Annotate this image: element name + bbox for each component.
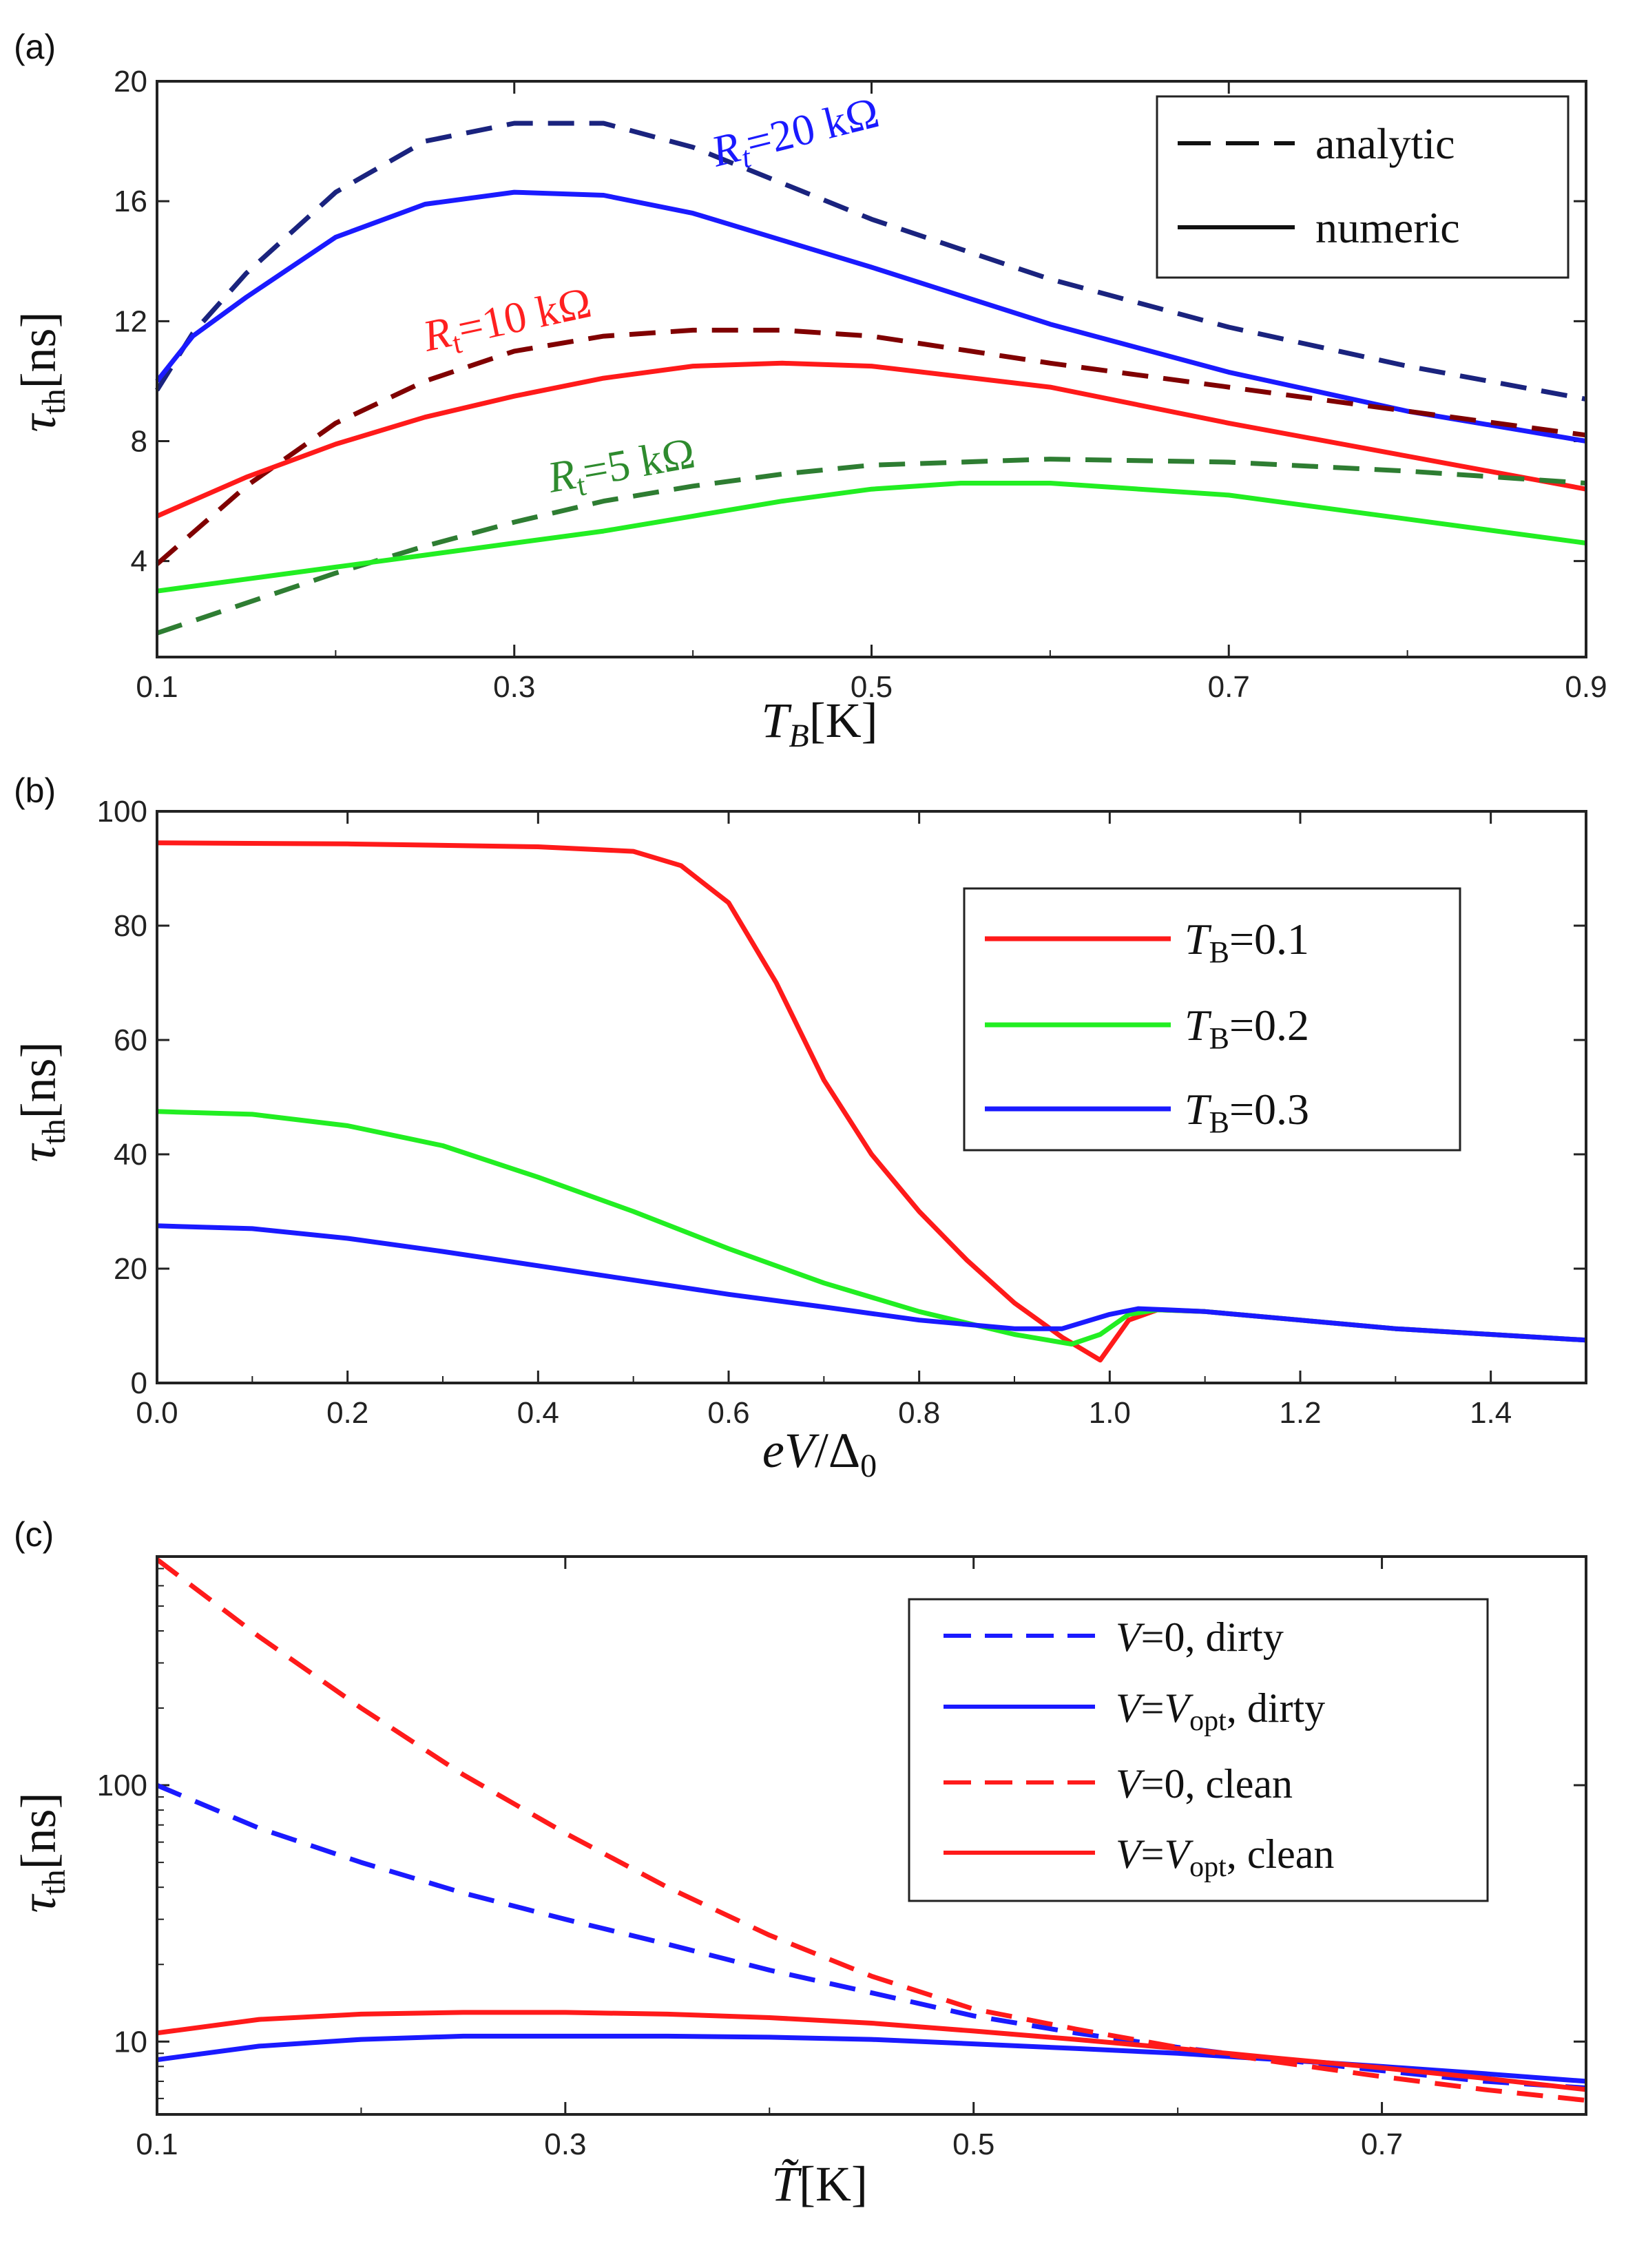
x-tick-label: 0.3 — [544, 2127, 586, 2161]
panel-a: (a) 0.1 0.3 0.5 0.7 0.9 4 8 12 16 20 TB[K] τth[n… — [11, 28, 1607, 754]
series-line-r-t-20-k-numeric — [155, 189, 1587, 444]
legend-label-tb02: TB=0.2 — [1185, 1001, 1309, 1055]
y-tick-label: 0 — [131, 1366, 147, 1400]
legend-label-tb03: TB=0.3 — [1185, 1085, 1309, 1139]
panel-b-x-tick-labels: 0.0 0.2 0.4 0.6 0.8 1.0 1.2 1.4 — [136, 1396, 1512, 1430]
panel-a-plot-frame — [156, 80, 1587, 658]
y-tick-label: 60 — [114, 1023, 147, 1057]
legend-label-numeric: numeric — [1315, 203, 1460, 252]
legend-label-vopt-dirty: V=Vopt, dirty — [1116, 1685, 1325, 1737]
panel-label-b: (b) — [14, 771, 56, 810]
series-line-v-v-opt-clean — [156, 2010, 1587, 2092]
panel-label-c: (c) — [14, 1515, 54, 1554]
series-line-r-t-5-k-numeric — [156, 481, 1587, 594]
y-tick-label: 8 — [131, 425, 147, 459]
y-tick-label: 12 — [114, 304, 147, 338]
panel-b: (b) 0.0 0.2 0.4 0.6 0.8 1.0 1.2 1.4 0 20 40 60 80 10… — [11, 771, 1587, 1484]
panel-label-a: (a) — [14, 28, 56, 66]
x-tick-label: 0.7 — [1361, 2127, 1403, 2161]
x-tick-label: 1.0 — [1089, 1396, 1131, 1430]
panel-b-legend: TB=0.1 TB=0.2 TB=0.3 — [963, 887, 1461, 1152]
annotation-rt5: Rt=5 kΩ — [543, 428, 699, 508]
series-line-v-0-dirty — [156, 1782, 1587, 2090]
legend-label-vopt-clean: V=Vopt, clean — [1116, 1831, 1334, 1883]
x-tick-label: 0.9 — [1565, 670, 1607, 704]
legend-label-v0-clean: V=0, clean — [1116, 1761, 1293, 1807]
y-tick-label: 4 — [131, 545, 147, 579]
panel-b-y-tick-labels: 0 20 40 60 80 100 — [97, 795, 147, 1400]
x-tick-label: 0.1 — [136, 670, 178, 704]
series-line-r-t-5-k-analytic — [156, 457, 1587, 636]
series-line-r-t-20-k-analytic — [155, 121, 1587, 402]
y-tick-label: 80 — [114, 909, 147, 943]
x-tick-label: 0.8 — [898, 1396, 940, 1430]
series-line-v-0-clean — [155, 1557, 1587, 2103]
y-tick-label: 10 — [114, 2025, 147, 2059]
series-line-r-t-10-k-numeric — [156, 360, 1587, 519]
x-tick-label: 0.7 — [1208, 670, 1250, 704]
panel-b-x-axis-label: eV/Δ0 — [762, 1423, 877, 1484]
x-tick-label: 0.4 — [517, 1396, 559, 1430]
panel-a-legend: analytic numeric — [1156, 95, 1570, 279]
panel-a-y-tick-labels: 4 8 12 16 20 — [114, 65, 147, 579]
series-line-r-t-10-k-analytic — [155, 327, 1587, 566]
annotation-rt20: Rt=20 kΩ — [706, 87, 885, 182]
panel-a-series — [155, 121, 1587, 636]
panel-a-legend-box — [1156, 95, 1570, 279]
x-tick-label: 0.5 — [952, 2127, 994, 2161]
panel-c-x-tick-labels: 0.1 0.3 0.5 0.7 — [136, 2127, 1403, 2161]
x-tick-label: 0.0 — [136, 1396, 178, 1430]
panel-c-x-axis-label: T̃[K] — [771, 2156, 868, 2212]
x-tick-label: 0.2 — [326, 1396, 368, 1430]
y-tick-label: 20 — [114, 1252, 147, 1286]
x-tick-label: 0.1 — [136, 2127, 178, 2161]
x-tick-label: 0.6 — [707, 1396, 749, 1430]
y-tick-label: 16 — [114, 185, 147, 218]
panel-b-y-axis-label: τth[ns] — [11, 1041, 72, 1162]
legend-label-tb01: TB=0.1 — [1185, 915, 1309, 969]
panel-c-y-axis-label: τth[ns] — [11, 1792, 72, 1913]
panel-c-plot-frame — [156, 1555, 1587, 2116]
x-tick-label: 0.3 — [493, 670, 535, 704]
panel-c-series — [155, 1557, 1587, 2103]
panel-a-x-axis-label: TB[K] — [761, 693, 877, 754]
panel-b-plot-frame — [156, 810, 1587, 1384]
x-tick-label: 0.5 — [851, 670, 893, 704]
y-tick-label: 100 — [97, 795, 147, 829]
y-tick-label: 20 — [114, 65, 147, 98]
panel-b-series — [156, 840, 1587, 1363]
panel-a-x-tick-labels: 0.1 0.3 0.5 0.7 0.9 — [136, 670, 1607, 704]
panel-c-y-tick-labels: 10 100 — [97, 1769, 147, 2059]
panel-a-y-axis-label: τth[ns] — [11, 311, 72, 432]
legend-label-analytic: analytic — [1315, 119, 1455, 168]
y-tick-label: 100 — [97, 1769, 147, 1802]
x-tick-label: 1.4 — [1470, 1396, 1512, 1430]
x-tick-label: 1.2 — [1279, 1396, 1321, 1430]
legend-label-v0-dirty: V=0, dirty — [1116, 1614, 1284, 1660]
y-tick-label: 40 — [114, 1138, 147, 1172]
panel-c-legend: V=0, dirty V=Vopt, dirty V=0, clean V=Vo… — [908, 1598, 1489, 1902]
series-line-t-b-0-3 — [156, 1223, 1587, 1343]
panel-c: (c) 0.1 0.3 0.5 0.7 10 100 T̃[K] τth[ns] V=0… — [11, 1515, 1587, 2212]
